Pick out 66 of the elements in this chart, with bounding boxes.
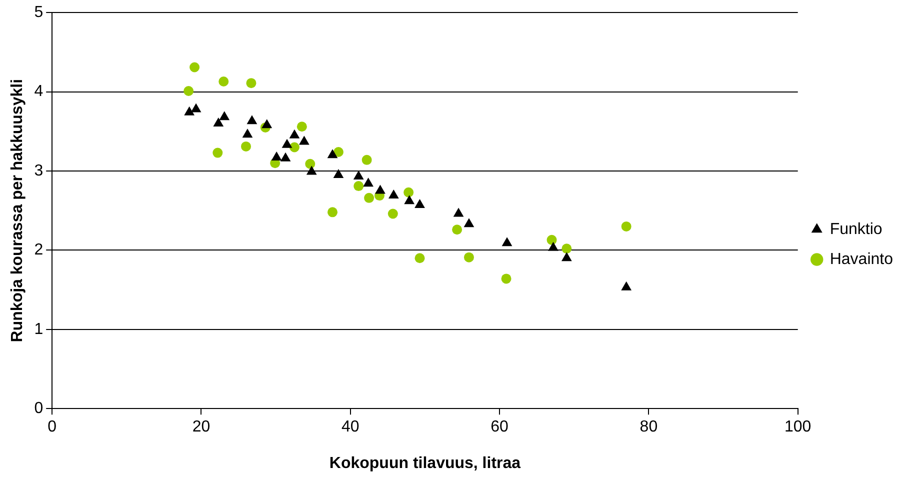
x-tick-label: 80 — [640, 418, 658, 436]
point — [464, 218, 474, 228]
point — [184, 106, 195, 116]
y-tick-label: 1 — [34, 320, 44, 338]
point — [353, 170, 364, 180]
legend-label: Havainto — [830, 250, 894, 268]
point — [621, 221, 632, 232]
y-tick-label: 0 — [34, 400, 44, 418]
point — [190, 62, 200, 72]
point — [414, 253, 425, 264]
point — [364, 192, 374, 203]
point — [242, 128, 253, 138]
point — [219, 111, 230, 120]
point — [213, 117, 224, 126]
legend-label: Funktio — [830, 220, 882, 238]
point — [282, 138, 292, 148]
x-tick-label: 60 — [490, 418, 509, 436]
y-tick-label: 3 — [34, 162, 44, 180]
y-tick-label: 2 — [34, 242, 44, 259]
point — [452, 224, 462, 235]
point — [280, 152, 291, 162]
point — [218, 76, 229, 87]
point — [298, 136, 310, 145]
y-tick-label: 4 — [34, 83, 44, 100]
x-tick-label: 20 — [192, 418, 210, 436]
point — [246, 115, 258, 124]
point — [296, 122, 307, 132]
point — [501, 274, 512, 284]
point — [362, 154, 372, 165]
point — [327, 149, 338, 158]
point — [184, 86, 194, 96]
point — [388, 190, 399, 199]
x-axis-title: Kokopuun tilavuus, litraa — [329, 454, 521, 472]
point — [212, 148, 223, 158]
point — [388, 208, 398, 219]
point — [240, 141, 251, 152]
point — [190, 103, 202, 112]
y-tick-label: 5 — [34, 4, 44, 22]
point — [333, 146, 344, 157]
point — [621, 281, 632, 290]
point — [404, 187, 414, 198]
point — [333, 168, 344, 178]
point — [414, 199, 425, 208]
point — [271, 152, 282, 161]
point — [289, 142, 300, 152]
y-axis-title: Runkoja kourassa per hakkuusykli — [9, 78, 26, 342]
x-tick-label: 100 — [784, 418, 812, 436]
point — [246, 78, 256, 88]
point — [546, 234, 557, 245]
point — [262, 119, 272, 128]
x-tick-label: 0 — [48, 418, 57, 436]
point — [354, 181, 364, 192]
point — [561, 252, 572, 262]
point — [562, 244, 572, 254]
point — [306, 166, 317, 175]
point — [363, 178, 374, 187]
point — [453, 208, 464, 217]
point — [464, 252, 474, 262]
point — [289, 129, 300, 138]
point — [502, 237, 512, 246]
point — [375, 184, 386, 194]
point — [328, 207, 338, 218]
point — [548, 242, 558, 251]
point — [404, 195, 415, 204]
x-tick-label: 40 — [342, 418, 360, 436]
point — [305, 158, 316, 169]
